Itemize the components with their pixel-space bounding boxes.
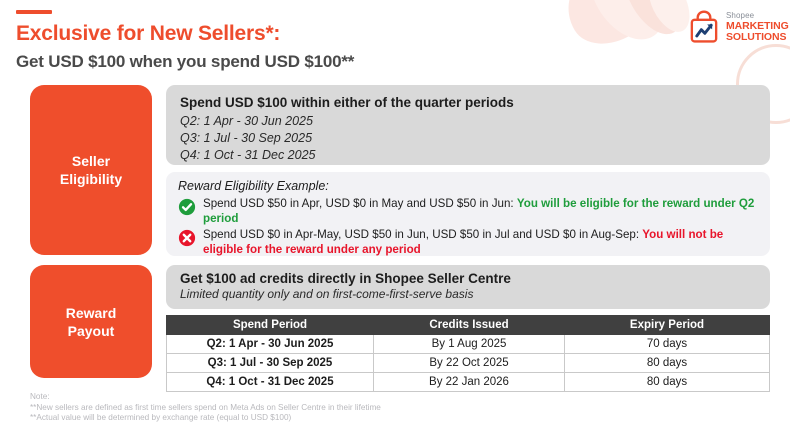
table-cell-credits-issued: By 22 Oct 2025	[373, 353, 565, 373]
ad-credits-subtext: Limited quantity only and on first-come-…	[180, 287, 474, 301]
table-row: Q4: 1 Oct - 31 Dec 2025 By 22 Jan 2026 8…	[166, 372, 770, 392]
footer-note-label: Note:	[30, 392, 50, 401]
brand-logo: Shopee MARKETING SOLUTIONS	[686, 6, 789, 48]
category-label-line2: Payout	[67, 322, 115, 339]
accent-dash	[16, 10, 52, 14]
ad-credits-heading: Get $100 ad credits directly in Shopee S…	[180, 271, 511, 286]
decorative-blob-2	[574, 0, 680, 54]
category-reward-payout-label: Reward Payout	[66, 304, 117, 340]
shopping-bag-growth-arrow-icon	[690, 10, 718, 43]
table-cell-credits-issued: By 22 Jan 2026	[373, 372, 565, 392]
x-circle-icon	[178, 229, 196, 247]
brand-solutions-label: SOLUTIONS	[726, 31, 787, 43]
eligibility-example-highlight: You will be eligible for the reward unde…	[203, 197, 755, 225]
spend-period-q4: Q4: 1 Oct - 31 Dec 2025	[180, 148, 316, 162]
decorative-blob-1	[552, 0, 666, 60]
eligibility-example-plain: Spend USD $50 in Apr, USD $0 in May and …	[203, 197, 517, 210]
eligibility-example-title: Reward Eligibility Example:	[178, 179, 329, 193]
table-cell-spend-period: Q2: 1 Apr - 30 Jun 2025	[166, 334, 374, 354]
table-cell-spend-period: Q3: 1 Jul - 30 Sep 2025	[166, 353, 374, 373]
table-cell-expiry-period: 80 days	[564, 353, 770, 373]
payout-table: Spend Period Credits Issued Expiry Perio…	[166, 315, 770, 392]
brand-logo-text: Shopee MARKETING SOLUTIONS	[726, 11, 789, 43]
page-title: Exclusive for New Sellers*:	[16, 22, 281, 45]
category-seller-eligibility: Seller Eligibility	[30, 85, 152, 255]
footer-note-line1: **New sellers are defined as first time …	[30, 402, 381, 412]
check-circle-icon	[178, 198, 196, 216]
eligibility-example-row: Spend USD $50 in Apr, USD $0 in May and …	[178, 197, 758, 226]
spend-requirement-heading: Spend USD $100 within either of the quar…	[180, 95, 514, 110]
eligibility-example-row: Spend USD $0 in Apr-May, USD $50 in Jun,…	[178, 228, 758, 257]
brand-marketing-label: MARKETING	[726, 20, 789, 32]
table-row: Q2: 1 Apr - 30 Jun 2025 By 1 Aug 2025 70…	[166, 334, 770, 354]
category-label-line2: Eligibility	[59, 171, 123, 187]
eligibility-example-text: Spend USD $0 in Apr-May, USD $50 in Jun,…	[203, 228, 758, 257]
table-header-row: Spend Period Credits Issued Expiry Perio…	[166, 315, 770, 335]
footer-notes: Note: **New sellers are defined as first…	[30, 392, 381, 424]
category-seller-eligibility-label: Seller Eligibility	[60, 152, 122, 188]
brand-shopee-label: Shopee	[726, 11, 755, 20]
eligibility-example-highlight: You will not be eligible for the reward …	[203, 228, 724, 256]
spend-period-q3: Q3: 1 Jul - 30 Sep 2025	[180, 131, 313, 145]
table-cell-credits-issued: By 1 Aug 2025	[373, 334, 565, 354]
decorative-blob-3	[612, 0, 694, 44]
category-label-line1: Seller	[71, 153, 111, 169]
table-cell-expiry-period: 70 days	[564, 334, 770, 354]
footer-note-line2: **Actual value will be determined by exc…	[30, 413, 292, 422]
category-label-line1: Reward	[65, 304, 117, 321]
table-col-credits-issued: Credits Issued	[373, 315, 565, 335]
table-cell-spend-period: Q4: 1 Oct - 31 Dec 2025	[166, 372, 374, 392]
spend-period-q2: Q2: 1 Apr - 30 Jun 2025	[180, 114, 313, 128]
eligibility-example-box: Reward Eligibility Example: Spend USD $5…	[166, 172, 770, 256]
table-row: Q3: 1 Jul - 30 Sep 2025 By 22 Oct 2025 8…	[166, 353, 770, 373]
table-cell-expiry-period: 80 days	[564, 372, 770, 392]
ad-credits-box: Get $100 ad credits directly in Shopee S…	[166, 265, 770, 309]
eligibility-example-text: Spend USD $50 in Apr, USD $0 in May and …	[203, 197, 758, 226]
table-col-spend-period: Spend Period	[166, 315, 374, 335]
eligibility-example-plain: Spend USD $0 in Apr-May, USD $50 in Jun,…	[203, 228, 643, 241]
table-col-expiry-period: Expiry Period	[564, 315, 770, 335]
spend-requirement-box: Spend USD $100 within either of the quar…	[166, 85, 770, 165]
category-reward-payout: Reward Payout	[30, 265, 152, 378]
page-subtitle: Get USD $100 when you spend USD $100**	[16, 52, 355, 71]
